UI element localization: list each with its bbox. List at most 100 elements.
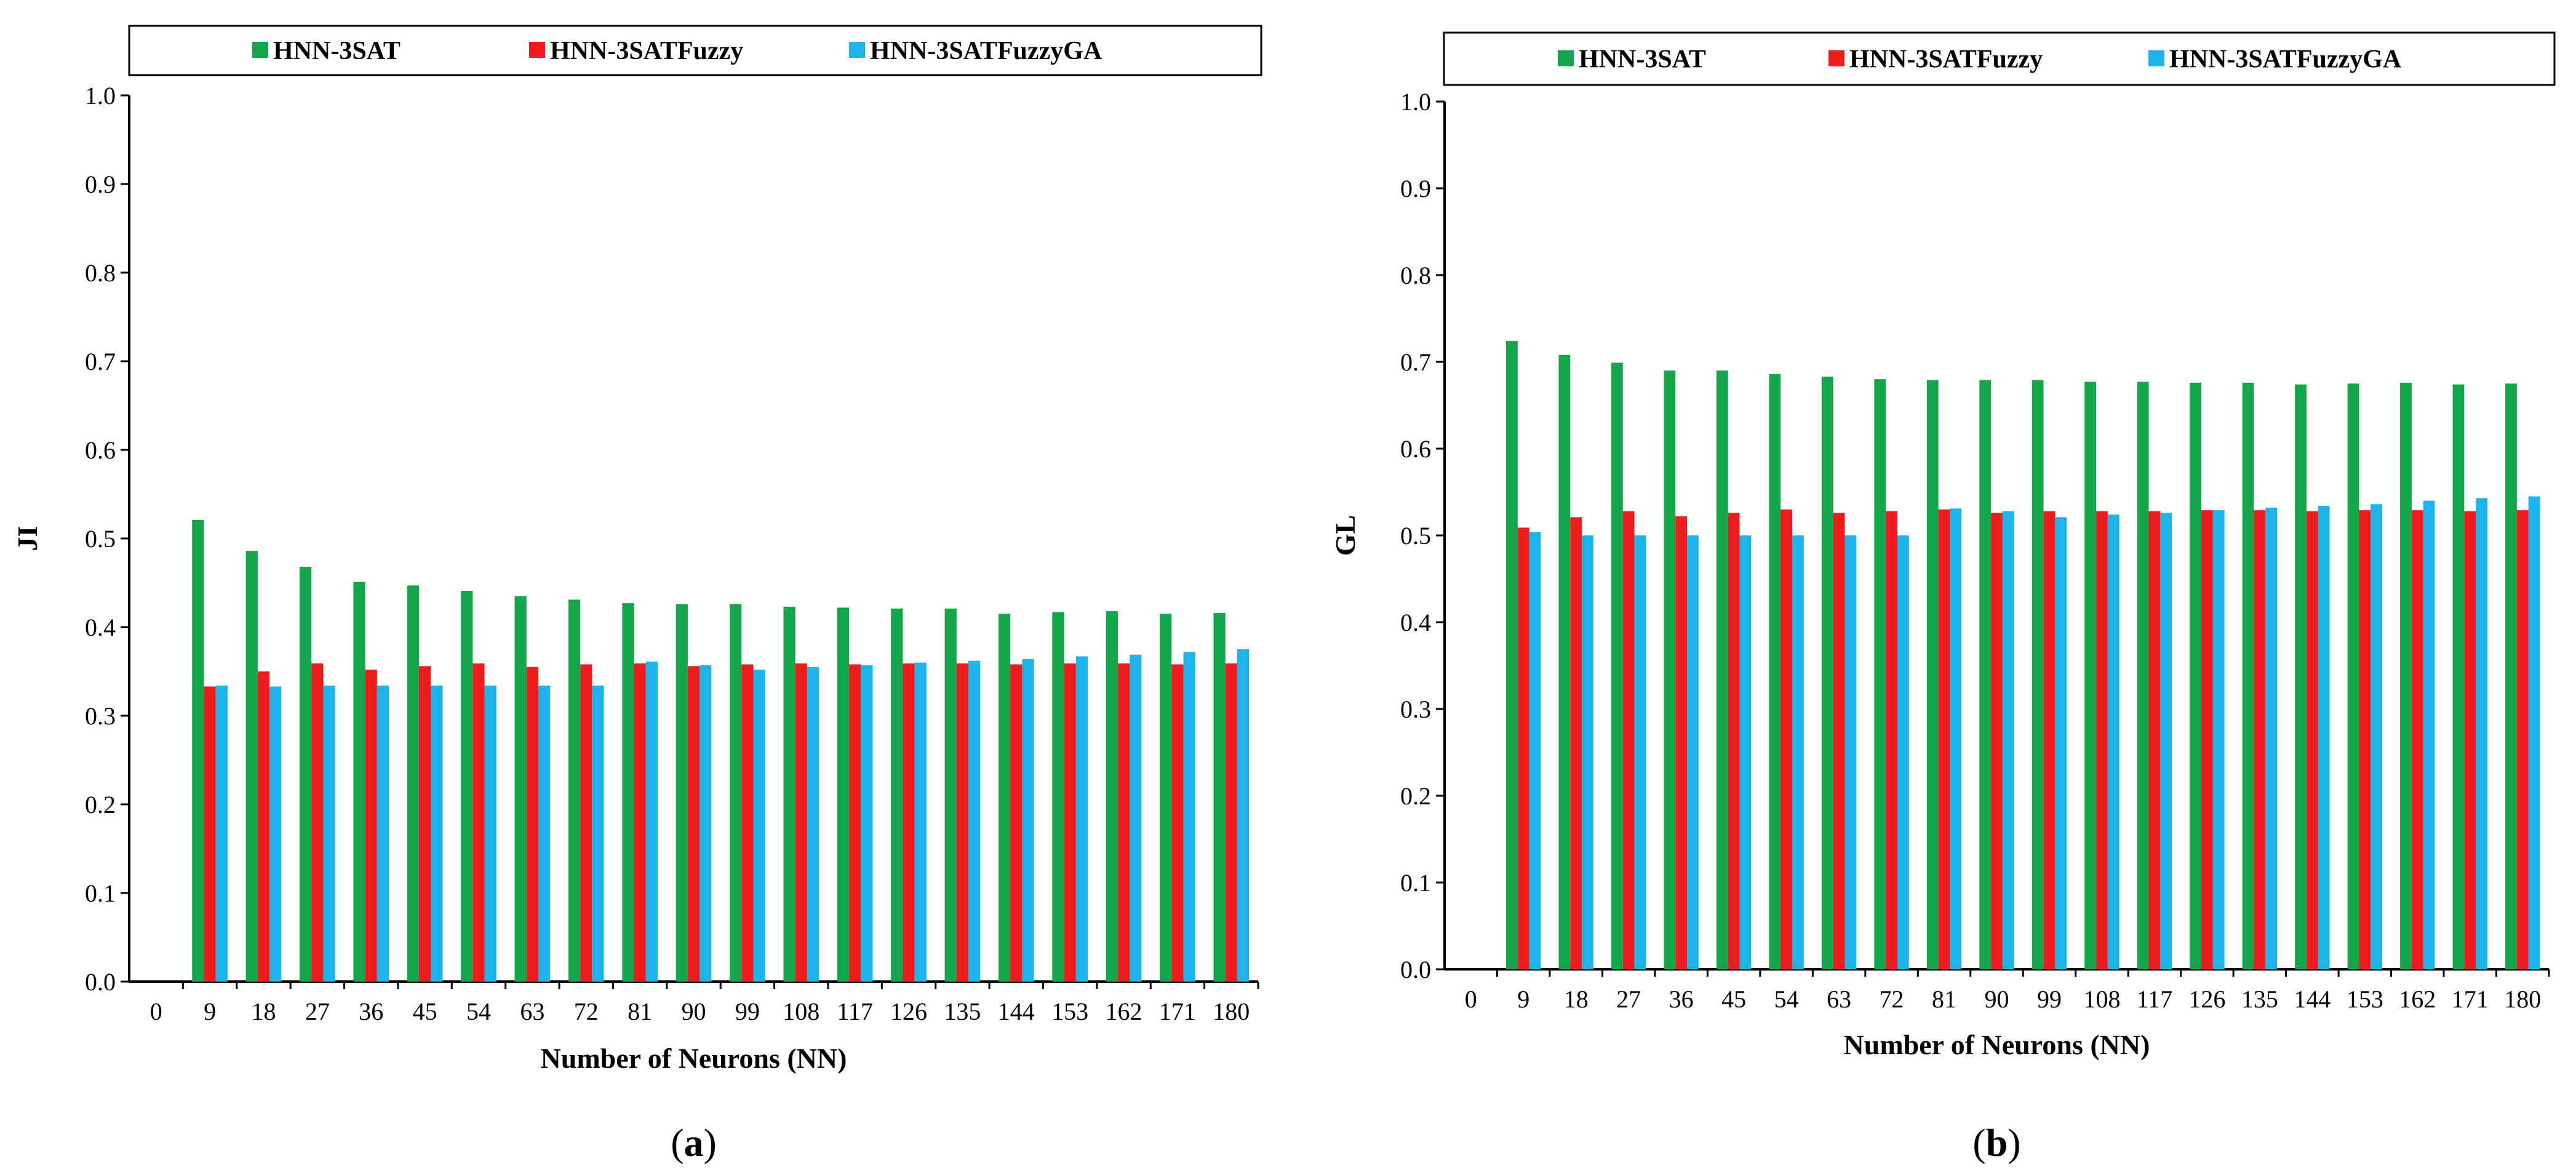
x-tick-label: 36	[1669, 985, 1694, 1013]
panel-caption: (a)	[671, 1121, 717, 1164]
x-tick-label: 90	[682, 998, 706, 1025]
y-tick-label: 0.1	[85, 879, 116, 907]
chart-a: HNN-3SAT HNN-3SATFuzzy HNN-3SATFuzzyGA 0.0 0…	[12, 25, 1262, 1164]
x-tick-label: 171	[2452, 985, 2489, 1013]
bar	[2137, 382, 2149, 969]
x-tick-label: 0	[1465, 985, 1477, 1013]
y-tick-label: 0.9	[1400, 175, 1431, 202]
bar	[1183, 652, 1195, 982]
y-tick-label: 0.2	[1400, 782, 1431, 810]
bar	[1979, 380, 1992, 969]
bar	[418, 666, 431, 982]
y-tick-label: 0.8	[1400, 262, 1431, 289]
bar	[2411, 510, 2423, 969]
bar	[944, 608, 957, 982]
bar	[741, 664, 754, 982]
x-tick-label: 135	[944, 998, 981, 1025]
y-axis-title: JI	[12, 526, 43, 551]
bar	[968, 660, 981, 982]
bar	[1558, 354, 1571, 969]
bar	[2452, 384, 2465, 969]
bar	[753, 670, 765, 982]
bar	[1171, 664, 1184, 982]
bar	[2464, 511, 2476, 969]
y-tick-label: 0.2	[85, 791, 116, 819]
legend-box	[1443, 31, 2556, 86]
bar	[2242, 382, 2254, 969]
x-tick-label: 81	[628, 998, 652, 1025]
y-tick-label: 0.0	[85, 968, 116, 996]
bar	[215, 686, 228, 982]
x-tick-label: 180	[2504, 985, 2541, 1013]
bar	[257, 671, 270, 982]
bar	[1064, 663, 1076, 982]
bar	[891, 608, 903, 982]
caption-close: )	[2008, 1121, 2020, 1164]
bar	[2043, 511, 2056, 969]
legend-label: HNN-3SATFuzzy	[1849, 46, 2043, 74]
legend-label: HNN-3SATFuzzy	[550, 37, 743, 65]
x-tick-label: 27	[1616, 985, 1641, 1013]
x-tick-label: 99	[735, 998, 760, 1025]
bar	[861, 665, 873, 982]
bar	[1130, 654, 1142, 982]
bar	[1792, 535, 1804, 969]
bar	[377, 686, 389, 982]
bar	[1844, 535, 1857, 969]
x-tick-label: 54	[466, 998, 491, 1025]
bar	[807, 667, 819, 982]
caption-letter: a	[684, 1121, 704, 1164]
y-tick-label: 0.7	[1400, 348, 1431, 376]
bar	[1529, 532, 1541, 969]
bar	[1821, 376, 1833, 969]
bar	[1780, 509, 1792, 969]
bar	[795, 663, 807, 982]
x-tick-label: 72	[1880, 985, 1904, 1013]
x-tick-label: 99	[2037, 985, 2062, 1013]
bar	[1739, 535, 1752, 969]
bar	[1010, 664, 1023, 982]
bar	[849, 664, 861, 982]
x-tick-label: 72	[574, 998, 599, 1025]
bar	[245, 551, 258, 982]
x-tick-label: 135	[2241, 985, 2278, 1013]
bar	[192, 519, 204, 982]
bar	[1237, 649, 1250, 982]
x-tick-label: 18	[251, 998, 276, 1025]
legend: HNN-3SAT HNN-3SATFuzzy HNN-3SATFuzzyGA	[1443, 31, 2556, 86]
y-tick-label: 1.0	[1400, 88, 1431, 116]
panel-caption: (b)	[1972, 1121, 2020, 1164]
bar	[2032, 380, 2044, 969]
bar	[1991, 513, 2003, 969]
x-tick-label: 126	[890, 998, 927, 1025]
bar	[2107, 514, 2119, 969]
bar	[1687, 535, 1699, 969]
bar	[299, 567, 312, 982]
bar	[1874, 379, 1886, 969]
x-tick-label: 63	[520, 998, 544, 1025]
bar	[1897, 535, 1909, 969]
bar	[365, 670, 377, 982]
bar	[2400, 382, 2412, 969]
x-tick-label: 45	[1721, 985, 1746, 1013]
legend-box	[128, 25, 1262, 76]
bar	[2212, 510, 2225, 969]
x-tick-label: 9	[1517, 985, 1529, 1013]
bar	[1622, 511, 1635, 969]
legend-item: HNN-3SATFuzzy	[529, 37, 743, 65]
y-tick-label: 0.4	[85, 614, 116, 641]
legend-label: HNN-3SAT	[1579, 46, 1706, 74]
legend-item: HNN-3SAT	[1558, 46, 1706, 74]
bar	[914, 662, 927, 982]
y-axis-title: GL	[1330, 515, 1361, 556]
bar	[2347, 383, 2359, 969]
x-tick-label: 63	[1827, 985, 1851, 1013]
bar	[687, 666, 700, 982]
legend-swatch	[529, 42, 545, 58]
bar	[622, 603, 634, 982]
bar	[2516, 510, 2529, 969]
bar	[1611, 362, 1623, 969]
bar	[484, 686, 496, 982]
legend-label: HNN-3SATFuzzyGA	[870, 37, 1103, 65]
y-tick-label: 0.3	[1400, 695, 1431, 723]
